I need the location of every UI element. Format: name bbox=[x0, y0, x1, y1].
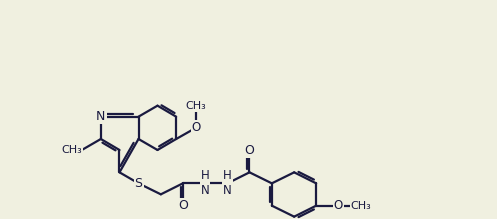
Text: O: O bbox=[178, 199, 188, 212]
Text: CH₃: CH₃ bbox=[186, 101, 207, 111]
Text: CH₃: CH₃ bbox=[350, 201, 371, 211]
Text: CH₃: CH₃ bbox=[61, 145, 82, 155]
Text: H
N: H N bbox=[201, 169, 210, 197]
Text: N: N bbox=[96, 110, 105, 123]
Text: O: O bbox=[191, 121, 201, 134]
Text: O: O bbox=[334, 199, 343, 212]
Text: H
N: H N bbox=[223, 169, 232, 197]
Text: S: S bbox=[135, 177, 143, 190]
Text: O: O bbox=[245, 143, 254, 157]
